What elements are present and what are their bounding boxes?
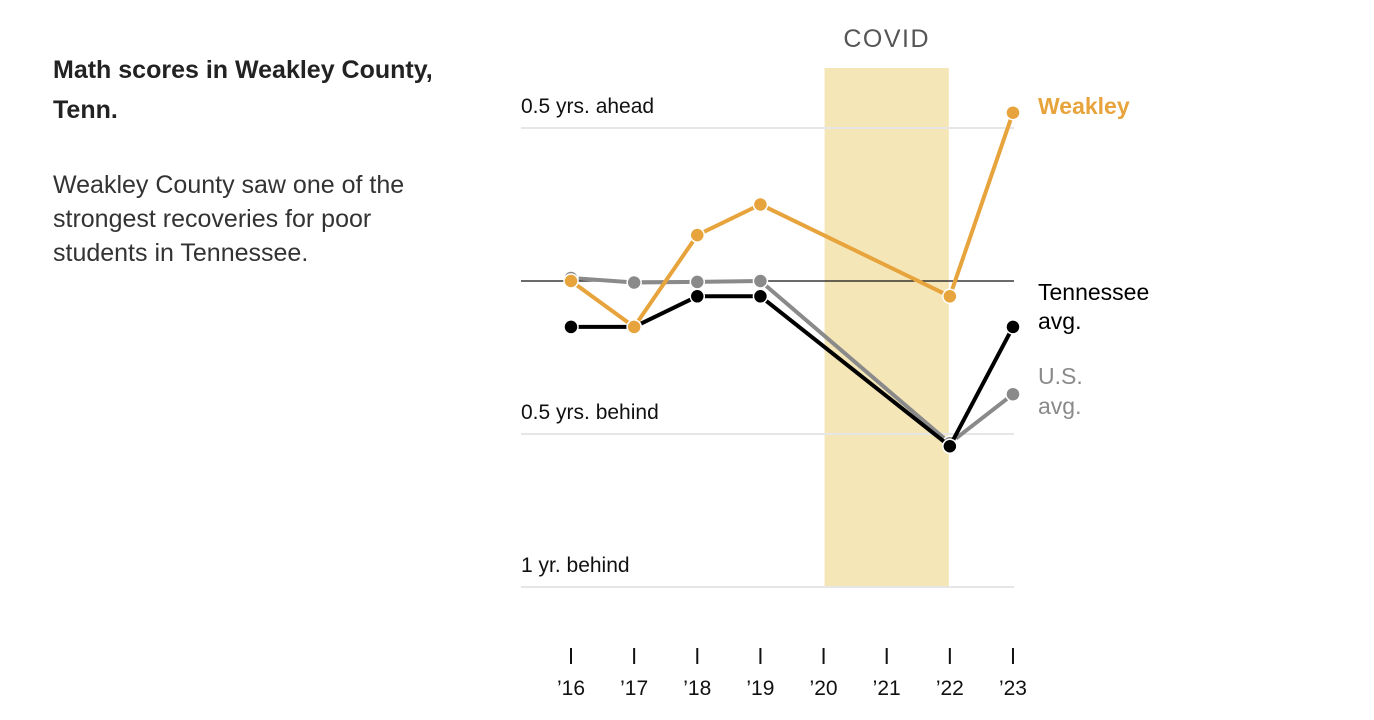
data-point-tennessee-avg <box>942 438 958 454</box>
covid-band-label: COVID <box>843 25 930 53</box>
data-point-tennessee-avg <box>1005 319 1021 335</box>
data-point-u-s-avg <box>626 274 642 291</box>
x-tick-label: ’20 <box>810 677 838 700</box>
x-tick-label: ’22 <box>936 677 964 700</box>
series-line-u-s-avg <box>569 275 1015 446</box>
series-label-line: U.S. <box>1038 363 1083 389</box>
series-label-tennessee-avg: Tennessee avg. <box>1038 279 1149 334</box>
data-point-weakley <box>563 273 579 289</box>
series-line-weakley <box>569 110 1015 329</box>
series-label-line: Tennessee <box>1038 279 1149 305</box>
data-point-tennessee-avg <box>689 288 706 305</box>
y-tick-label: 0.5 yrs. behind <box>521 401 659 424</box>
series-line-tennessee-avg <box>569 294 1015 449</box>
series-label-u-s-avg: U.S. avg. <box>1038 363 1083 419</box>
y-tick-label: 1 yr. behind <box>521 554 630 577</box>
series-label-line: avg. <box>1038 393 1081 419</box>
covid-band <box>824 68 949 588</box>
chart-title: Math scores in Weakley County, Tenn. <box>53 56 433 124</box>
x-tick-label: ’23 <box>999 677 1027 700</box>
data-point-weakley <box>1005 104 1021 121</box>
x-tick-label: ’18 <box>683 677 711 700</box>
series-label-weakley: Weakley <box>1038 93 1130 119</box>
y-tick-label: 0.5 yrs. ahead <box>521 95 654 118</box>
data-point-u-s-avg <box>689 274 706 290</box>
series-label-line: avg. <box>1038 308 1081 334</box>
data-point-tennessee-avg <box>563 319 579 335</box>
series-label-line: Weakley <box>1038 93 1130 119</box>
x-tick-label: ’17 <box>620 677 648 700</box>
data-point-weakley <box>942 288 958 305</box>
data-point-u-s-avg <box>1005 386 1021 402</box>
data-point-weakley <box>752 196 769 213</box>
data-point-weakley <box>689 227 706 243</box>
data-point-u-s-avg <box>752 273 769 289</box>
data-point-weakley <box>626 319 642 335</box>
x-tick-label: ’21 <box>873 677 901 700</box>
x-tick-label: ’19 <box>746 677 774 700</box>
data-point-tennessee-avg <box>752 288 769 305</box>
x-tick-label: ’16 <box>557 677 585 700</box>
chart-subtitle: Weakley County saw one of the strongest … <box>53 171 405 267</box>
